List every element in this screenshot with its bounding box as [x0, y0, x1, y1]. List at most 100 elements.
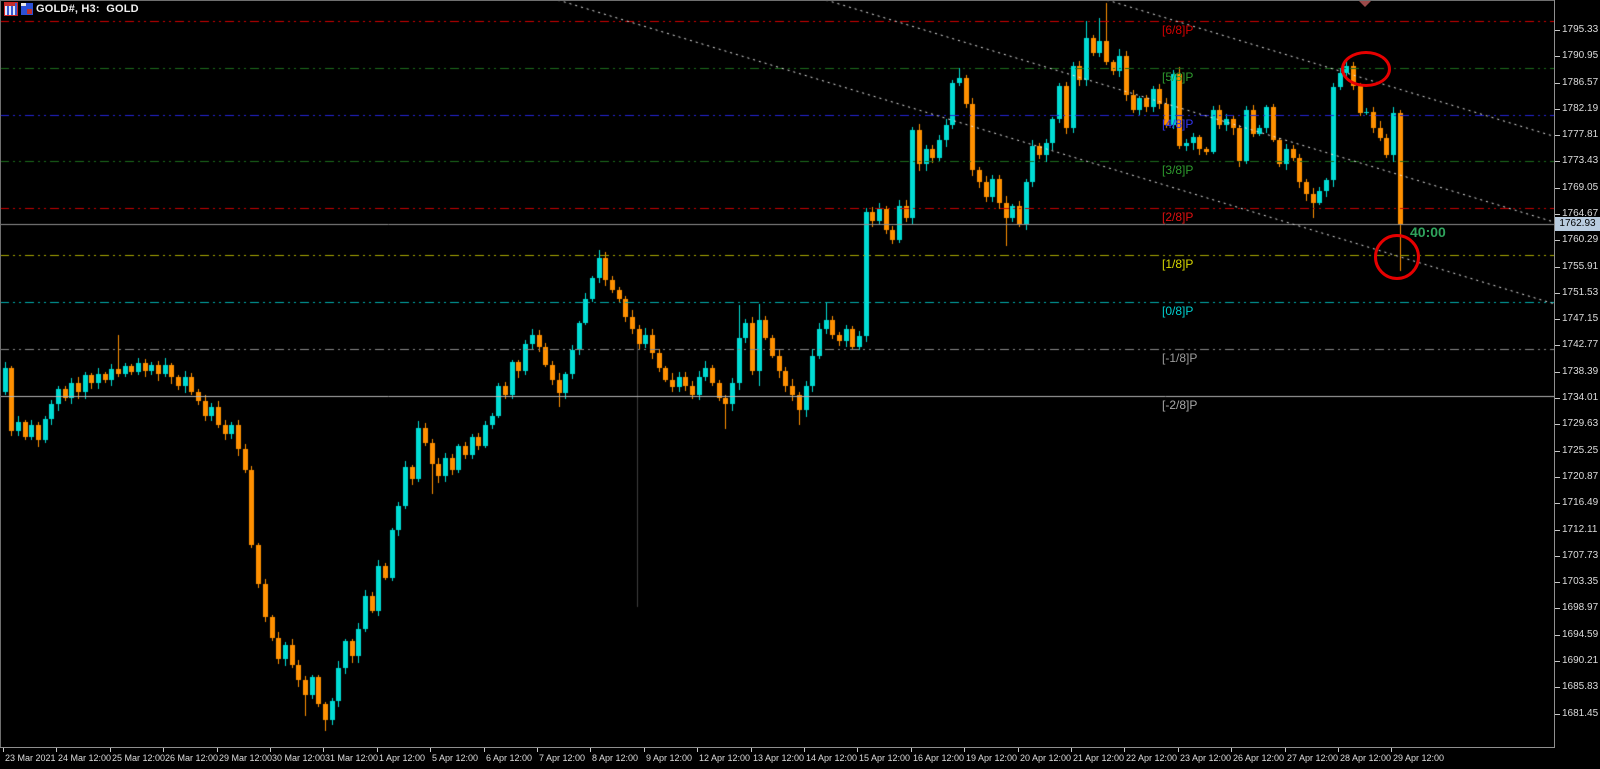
price-axis[interactable]: 1762.93 1795.33 1790.95 1786.57 1782.19 1777… [1555, 0, 1600, 748]
time-axis-label: 13 Apr 12:00 [753, 753, 805, 763]
price-axis-tick [1555, 661, 1560, 662]
price-axis-tick [1555, 30, 1560, 31]
price-axis-tick [1555, 345, 1560, 346]
price-axis-label: 1747.15 [1562, 313, 1599, 324]
time-axis-label: 24 Mar 12:00 [58, 753, 112, 763]
time-axis-tick [110, 748, 111, 752]
price-axis-tick [1555, 556, 1560, 557]
time-axis[interactable]: 23 Mar 2021 24 Mar 12:00 25 Mar 12:00 26 Ma… [0, 748, 1600, 769]
icon-detail [5, 3, 15, 6]
price-axis-label: 1725.25 [1562, 445, 1599, 456]
time-axis-label: 9 Apr 12:00 [646, 753, 693, 763]
time-axis-label: 26 Apr 12:00 [1233, 753, 1285, 763]
mini-chart-icon [4, 2, 18, 16]
price-axis-label: 1786.57 [1562, 77, 1599, 88]
price-axis-tick [1555, 424, 1560, 425]
time-axis-tick [430, 748, 431, 752]
price-axis-label: 1751.53 [1562, 287, 1599, 298]
price-axis-label: 1795.33 [1562, 24, 1599, 35]
price-axis-separator [1554, 0, 1555, 748]
time-axis-label: 30 Mar 12:00 [272, 753, 326, 763]
icon-detail [27, 9, 32, 14]
candlestick-chart[interactable] [0, 0, 1554, 748]
price-axis-tick [1555, 503, 1560, 504]
price-axis-tick [1555, 293, 1560, 294]
candle-countdown-timer: 40:00 [1410, 224, 1446, 240]
price-axis-label: 1782.19 [1562, 103, 1599, 114]
time-axis-label: 31 Mar 12:00 [325, 753, 379, 763]
price-axis-tick [1555, 56, 1560, 57]
murrey-level-label: [0/8]P [1162, 304, 1194, 318]
window-border-top [0, 0, 1600, 1]
time-axis-tick [911, 748, 912, 752]
time-axis-tick [217, 748, 218, 752]
time-axis-tick [1285, 748, 1286, 752]
price-axis-label: 1755.91 [1562, 261, 1599, 272]
price-axis-tick [1555, 188, 1560, 189]
window-border-left [0, 0, 1, 769]
price-axis-tick [1555, 372, 1560, 373]
time-axis-label: 28 Apr 12:00 [1340, 753, 1392, 763]
time-axis-label: 15 Apr 12:00 [859, 753, 911, 763]
time-axis-tick [323, 748, 324, 752]
time-axis-tick [56, 748, 57, 752]
time-axis-tick [1338, 748, 1339, 752]
time-axis-tick [537, 748, 538, 752]
price-axis-label: 1738.39 [1562, 366, 1599, 377]
circle-annotation-top[interactable] [1341, 51, 1391, 87]
price-axis-tick [1555, 687, 1560, 688]
price-axis-tick [1555, 608, 1560, 609]
murrey-level-label: [-1/8]P [1162, 351, 1198, 365]
price-axis-label: 1694.59 [1562, 629, 1599, 640]
time-axis-label: 25 Mar 12:00 [112, 753, 166, 763]
price-axis-label: 1760.29 [1562, 234, 1599, 245]
price-axis-label: 1764.67 [1562, 208, 1599, 219]
murrey-level-label: [-2/8]P [1162, 398, 1198, 412]
time-axis-label: 23 Mar 2021 [5, 753, 56, 763]
time-axis-label: 21 Apr 12:00 [1073, 753, 1125, 763]
time-axis-tick [590, 748, 591, 752]
price-axis-label: 1698.97 [1562, 602, 1599, 613]
current-price-tag: 1762.93 [1555, 217, 1600, 231]
time-axis-tick [484, 748, 485, 752]
icon-detail [21, 3, 26, 6]
murrey-level-label: [5/8]P [1162, 70, 1194, 84]
price-axis-label: 1707.73 [1562, 550, 1599, 561]
time-axis-tick [1071, 748, 1072, 752]
time-axis-tick [3, 748, 4, 752]
time-axis-label: 19 Apr 12:00 [966, 753, 1018, 763]
price-axis-tick [1555, 161, 1560, 162]
price-axis-label: 1681.45 [1562, 708, 1599, 719]
murrey-level-label: [4/8]P [1162, 117, 1194, 131]
price-axis-label: 1690.21 [1562, 655, 1599, 666]
price-axis-label: 1734.01 [1562, 392, 1599, 403]
price-axis-tick [1555, 477, 1560, 478]
time-axis-separator [0, 747, 1600, 748]
time-axis-tick [377, 748, 378, 752]
price-axis-label: 1729.63 [1562, 418, 1599, 429]
price-axis-tick [1555, 109, 1560, 110]
time-axis-tick [964, 748, 965, 752]
price-axis-label: 1685.83 [1562, 681, 1599, 692]
murrey-level-label: [2/8]P [1162, 210, 1194, 224]
price-axis-tick [1555, 635, 1560, 636]
time-axis-label: 7 Apr 12:00 [539, 753, 586, 763]
time-axis-label: 29 Mar 12:00 [219, 753, 273, 763]
time-axis-label: 12 Apr 12:00 [699, 753, 751, 763]
time-axis-label: 26 Mar 12:00 [165, 753, 219, 763]
murrey-level-label: [3/8]P [1162, 163, 1194, 177]
price-axis-label: 1712.11 [1562, 524, 1598, 535]
time-axis-tick [1231, 748, 1232, 752]
chart-symbol-title: GOLD#, H3: GOLD [36, 3, 139, 15]
circle-annotation-bottom[interactable] [1374, 234, 1420, 280]
price-axis-label: 1720.87 [1562, 471, 1599, 482]
time-axis-label: 23 Apr 12:00 [1180, 753, 1232, 763]
time-axis-label: 16 Apr 12:00 [913, 753, 965, 763]
time-axis-tick [751, 748, 752, 752]
price-axis-label: 1716.49 [1562, 497, 1599, 508]
price-axis-label: 1790.95 [1562, 50, 1599, 61]
time-axis-tick [697, 748, 698, 752]
murrey-level-label: [6/8]P [1162, 23, 1194, 37]
price-axis-tick [1555, 319, 1560, 320]
